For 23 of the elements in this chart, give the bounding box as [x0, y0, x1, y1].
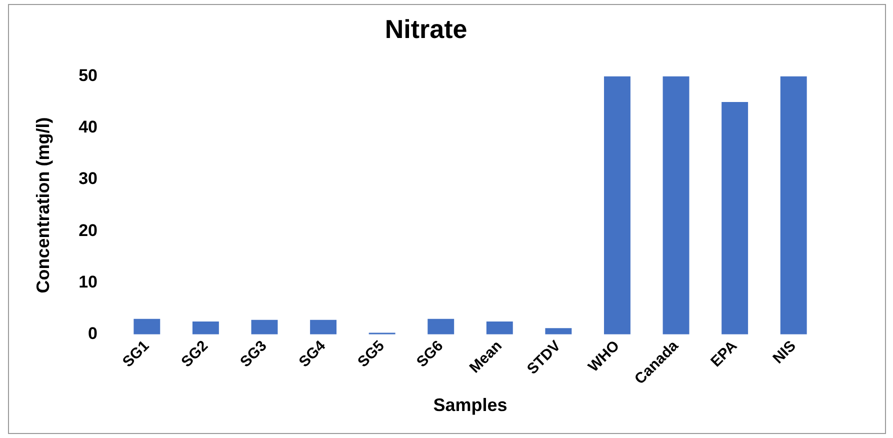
- y-tick-label: 30: [78, 169, 98, 188]
- chart-title: Nitrate: [384, 14, 468, 44]
- bar: [134, 318, 160, 334]
- bar: [251, 320, 278, 334]
- bar: [604, 76, 630, 334]
- bar: [428, 318, 454, 334]
- bar: [780, 76, 807, 334]
- bar: [722, 102, 748, 334]
- x-axis-title: Samples: [433, 395, 508, 416]
- bar: [662, 76, 690, 334]
- x-tick-label: SG1: [119, 337, 153, 371]
- y-tick-label: 10: [78, 272, 98, 292]
- y-tick-label: 0: [88, 324, 98, 344]
- y-tick-label: 20: [78, 220, 98, 240]
- y-tick-label: 40: [78, 118, 98, 137]
- bar: [545, 328, 572, 334]
- y-tick-label: 50: [78, 66, 98, 85]
- bar: [192, 321, 219, 334]
- bar: [310, 320, 337, 334]
- y-axis-title: Concentration (mg/l): [32, 117, 53, 294]
- x-tick-label: EPA: [708, 337, 741, 371]
- x-tick-label: NIS: [770, 337, 800, 368]
- bar: [486, 321, 513, 334]
